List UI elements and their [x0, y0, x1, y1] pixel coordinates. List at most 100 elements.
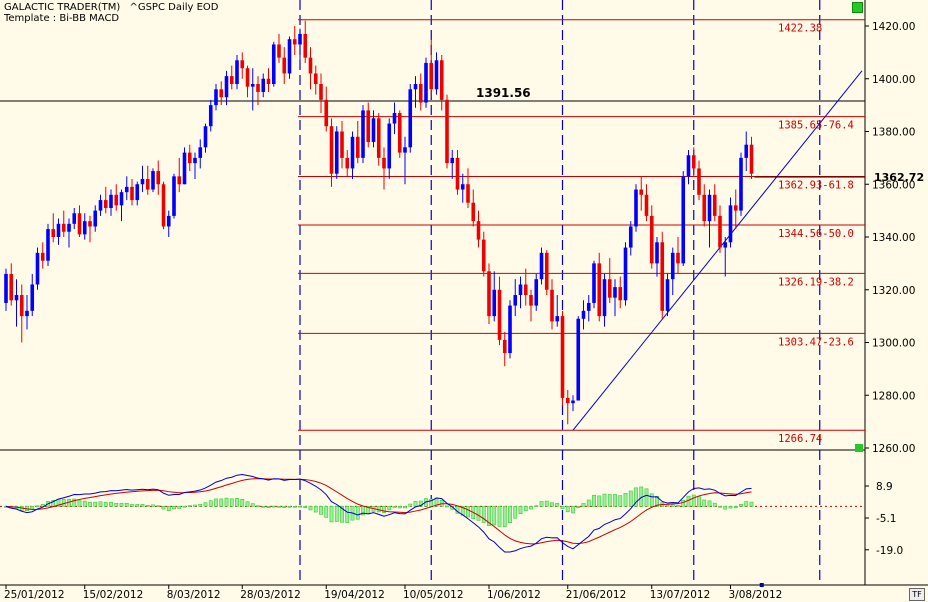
macd-hist-bar-139 [733, 506, 738, 509]
candle-body-0 [4, 273, 8, 303]
candle-body-34 [182, 152, 187, 185]
candle-body-75 [397, 113, 402, 153]
macd-hist-bar-54 [287, 506, 292, 508]
candle-body-18 [98, 200, 103, 211]
candle-body-81 [429, 62, 434, 90]
candle-body-136 [718, 215, 722, 248]
macd-hist-bar-41 [219, 498, 224, 507]
candle-body-106 [560, 316, 565, 398]
macd-hist-bar-52 [277, 505, 281, 508]
macd-hist-bar-30 [161, 506, 166, 510]
current-bar-marker [759, 583, 764, 587]
macd-hist-bar-135 [712, 502, 717, 507]
macd-hist-bar-94 [497, 506, 502, 527]
candle-body-59 [313, 73, 318, 85]
candle-body-97 [513, 295, 518, 306]
macd-hist-bar-116 [613, 494, 617, 507]
candle-body-77 [408, 89, 413, 148]
macd-hist-bar-13 [72, 498, 77, 507]
candle-body-12 [67, 223, 71, 232]
candle-body-142 [749, 144, 754, 174]
candle-body-8 [46, 229, 50, 261]
candle-body-36 [193, 157, 197, 164]
candle-body-129 [681, 176, 686, 264]
macd-hist-bar-140 [739, 504, 743, 507]
candle-body-78 [413, 84, 418, 90]
macd-hist-bar-35 [187, 505, 192, 507]
macd-hist-bar-75 [397, 506, 402, 509]
candle-body-92 [487, 271, 491, 317]
fib-level-label-1: 1385.65-76.4 [778, 120, 854, 132]
macd-hist-bar-55 [292, 506, 297, 508]
macd-hist-bar-51 [271, 505, 276, 508]
macd-hist-bar-65 [345, 506, 350, 523]
xtick-label-0: 25/01/2012 [4, 589, 65, 601]
candle-body-117 [618, 287, 623, 301]
candle-body-116 [613, 287, 617, 298]
macd-hist-bar-123 [649, 493, 654, 507]
macd-hist-bar-107 [565, 506, 570, 513]
macd-hist-bar-138 [728, 506, 733, 509]
candle-body-123 [649, 215, 654, 264]
candle-body-30 [161, 184, 166, 227]
macd-hist-bar-36 [193, 504, 197, 507]
candle-body-24 [130, 186, 134, 201]
candle-body-7 [40, 252, 45, 261]
candle-body-46 [245, 68, 250, 87]
candle-body-13 [72, 213, 77, 224]
candle-body-108 [571, 400, 575, 404]
candle-body-14 [77, 213, 82, 235]
candle-body-19 [103, 200, 108, 208]
price-ytick-label-5: 1320.00 [872, 285, 915, 297]
candle-body-52 [277, 44, 281, 58]
trendline [572, 70, 863, 431]
macd-hist-bar-106 [560, 506, 565, 509]
candle-body-86 [455, 157, 460, 190]
timeframe-button[interactable]: TF [909, 588, 925, 601]
xtick-label-5: 10/05/2012 [403, 589, 464, 601]
fib-level-label-5: 1303.47-23.6 [778, 336, 854, 348]
macd-hist-bar-119 [628, 490, 633, 507]
macd-hist-bar-113 [597, 495, 602, 507]
macd-hist-bar-88 [466, 506, 470, 518]
candle-body-42 [224, 76, 229, 98]
macd-ytick-label-0: 8.9 [876, 481, 893, 493]
green-indicator-icon[interactable] [852, 2, 863, 13]
candle-body-43 [229, 76, 234, 85]
candle-body-137 [723, 242, 728, 248]
candle-body-50 [266, 78, 271, 85]
candle-body-109 [576, 318, 581, 401]
candle-body-51 [271, 44, 276, 85]
macd-hist-bar-33 [177, 506, 182, 509]
candle-body-66 [350, 136, 355, 169]
candle-body-47 [250, 84, 255, 87]
macd-hist-bar-98 [518, 506, 523, 515]
candle-body-91 [481, 239, 486, 272]
price-ytick-label-2: 1380.00 [872, 127, 915, 139]
macd-hist-bar-34 [182, 505, 187, 508]
macd-hist-bar-84 [445, 505, 449, 508]
candle-body-22 [119, 192, 124, 206]
macd-hist-bar-127 [670, 504, 675, 507]
candle-body-70 [371, 118, 376, 143]
macd-hist-bar-47 [250, 503, 255, 507]
fib-level-label-0: 1422.38 [778, 23, 822, 35]
macd-hist-bar-62 [329, 506, 334, 523]
candle-body-6 [35, 252, 40, 285]
macd-hist-bar-136 [718, 506, 722, 508]
macd-hist-bar-27 [145, 504, 150, 507]
candle-body-114 [602, 279, 607, 317]
candle-body-33 [177, 176, 182, 185]
macd-hist-bar-45 [240, 499, 245, 507]
candle-body-88 [466, 184, 470, 203]
macd-hist-bar-49 [261, 506, 266, 508]
macd-hist-bar-141 [744, 501, 749, 507]
candle-body-5 [30, 284, 35, 311]
candle-body-57 [303, 33, 308, 58]
candle-body-64 [340, 131, 344, 158]
candle-body-44 [235, 60, 239, 85]
macd-signal-line [5, 478, 752, 545]
candle-body-130 [686, 155, 691, 177]
macd-hist-bar-44 [235, 498, 239, 507]
